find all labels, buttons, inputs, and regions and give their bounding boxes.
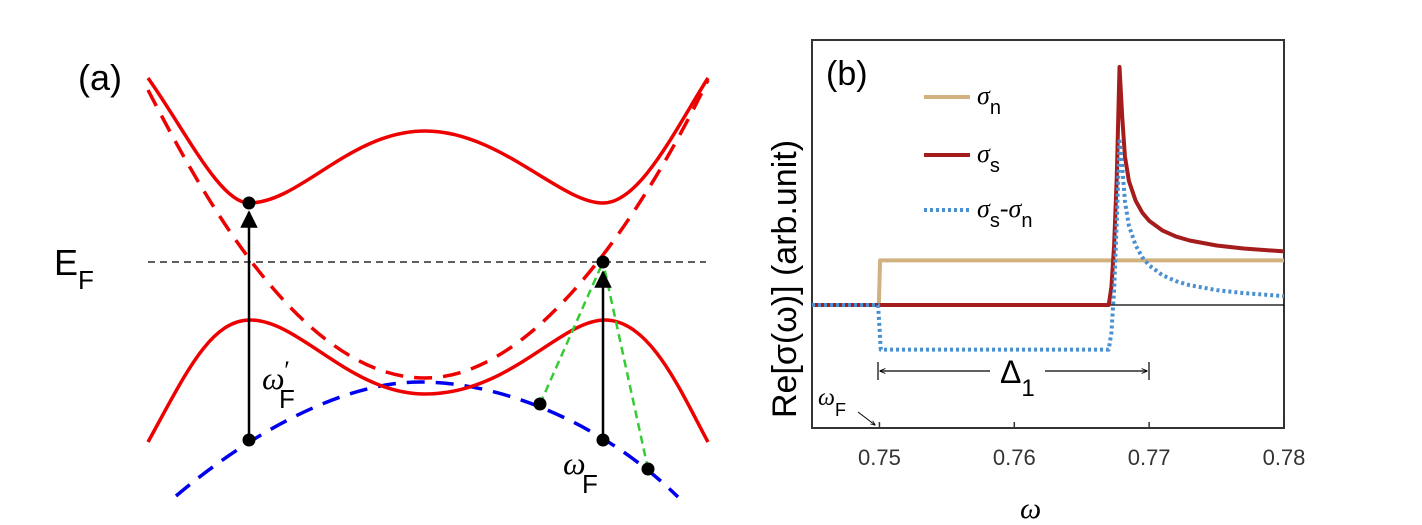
scatter-line-2 bbox=[601, 261, 650, 470]
series-line-1 bbox=[812, 65, 1285, 307]
state-dot bbox=[596, 433, 610, 447]
scatter-line-1 bbox=[538, 261, 605, 405]
series-line-0 bbox=[812, 258, 1284, 307]
lower-band bbox=[146, 318, 710, 443]
panel-a-label: (a) bbox=[78, 57, 122, 98]
panel-b: (b) 0.75 0.76 0.77 0.78 σn σs σs-σn Δ1 ωF ω bbox=[766, 39, 1305, 525]
omega-prime-label: ω′ bbox=[262, 356, 289, 396]
x-tick-label: 0.76 bbox=[993, 445, 1036, 470]
legend-sigma-diff: σs-σn bbox=[977, 194, 1032, 232]
state-dot bbox=[242, 196, 256, 210]
legend-sigma-n: σn bbox=[977, 81, 1001, 119]
state-dot bbox=[596, 255, 610, 269]
omega-f-arrow bbox=[857, 411, 875, 425]
normal-band-dashed bbox=[146, 79, 710, 380]
omega-label: ω bbox=[563, 445, 586, 481]
x-tick-label: 0.78 bbox=[1263, 445, 1306, 470]
upper-band bbox=[146, 76, 710, 205]
series-line-2 bbox=[812, 139, 1285, 352]
plot-frame bbox=[811, 39, 1285, 429]
fermi-label: EF bbox=[54, 242, 94, 295]
state-dot bbox=[242, 433, 256, 447]
panel-a: (a) EF ω′ F ω F bbox=[54, 57, 710, 499]
tick-layer: 0.75 0.76 0.77 0.78 bbox=[858, 422, 1305, 470]
omega-f-label: ωF bbox=[818, 385, 846, 420]
x-axis-label: ω bbox=[1020, 492, 1041, 525]
legend-sigma-s: σs bbox=[977, 139, 1000, 177]
series-layer bbox=[812, 65, 1285, 352]
delta-label: Δ1 bbox=[1000, 354, 1035, 402]
delta-annotation: Δ1 bbox=[877, 354, 1150, 402]
state-dot bbox=[533, 397, 547, 411]
y-axis-label: Re[σ(ω)] (arb.unit) bbox=[766, 140, 804, 418]
legend: σn σs σs-σn bbox=[924, 81, 1032, 232]
omega-sub: F bbox=[582, 469, 598, 499]
panel-b-label: (b) bbox=[826, 55, 868, 93]
omega-f-annotation: ωF bbox=[818, 385, 875, 425]
omega-prime-sub: F bbox=[279, 384, 295, 414]
x-tick-label: 0.77 bbox=[1128, 445, 1171, 470]
state-dot bbox=[641, 462, 655, 476]
x-tick-label: 0.75 bbox=[858, 445, 901, 470]
